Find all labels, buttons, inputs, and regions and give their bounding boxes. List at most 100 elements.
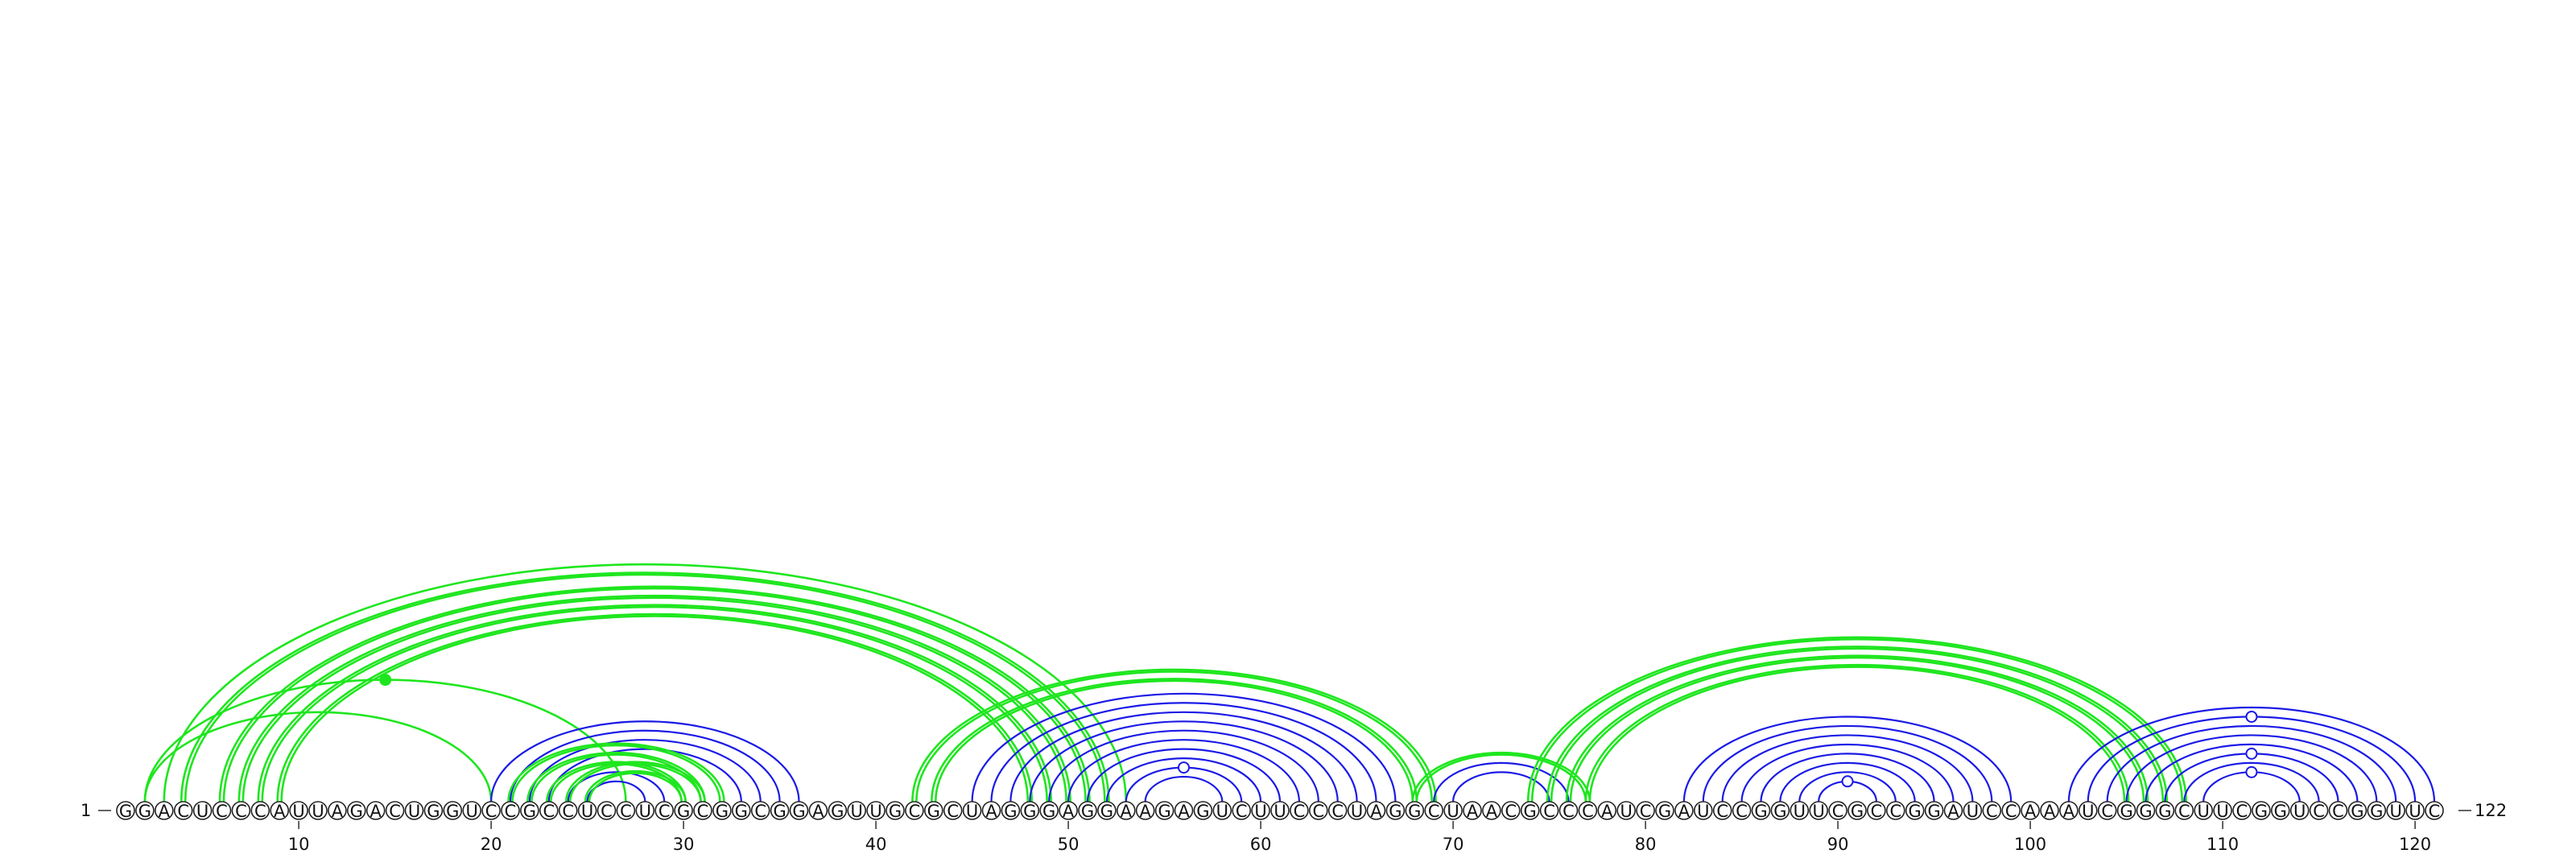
arc-4-52-outer <box>180 571 1110 803</box>
nucleotide-circle <box>866 801 886 820</box>
nucleotide-29: C <box>654 801 675 821</box>
nucleotide-letter: A <box>1121 802 1133 821</box>
arc-52-60 <box>1105 757 1262 803</box>
nucleotide-letter: C <box>254 802 266 821</box>
nucleotide-letter: A <box>370 802 382 821</box>
nucleotide-circle <box>1366 801 1386 820</box>
nucleotide-letter: U <box>1967 802 1979 821</box>
nucleotide-11: U <box>308 801 328 821</box>
nucleotide-circle <box>2174 801 2194 820</box>
nucleotide-circle <box>173 801 193 820</box>
nucleotide-circle <box>270 801 290 820</box>
arc-68-77-outer <box>1411 751 1591 803</box>
nucleotide-75: C <box>1539 801 1559 821</box>
nucleotide-70: U <box>1443 801 1463 821</box>
nucleotide-68: G <box>1405 801 1425 821</box>
start-label: 1 <box>80 801 91 820</box>
nucleotide-99: C <box>2001 801 2021 821</box>
tick-label-120: 120 <box>2399 835 2431 854</box>
nucleotide-112: G <box>2252 801 2271 821</box>
nucleotide-circle <box>1097 801 1117 820</box>
nucleotide-letter: A <box>2044 802 2056 821</box>
nucleotide-letter: U <box>1794 802 1806 821</box>
nucleotide-circle <box>231 801 251 820</box>
nucleotide-circle <box>2252 801 2271 820</box>
nucleotide-49: G <box>1039 801 1059 821</box>
nucleotide-letter: U <box>1274 802 1286 821</box>
nucleotide-circle <box>654 801 675 820</box>
nucleotide-letter: C <box>1986 802 1998 821</box>
nucleotide-letter: U <box>408 802 420 821</box>
arc-marker-109-114 <box>2245 765 2258 778</box>
nucleotide-102: A <box>2059 801 2079 821</box>
nucleotide-77: C <box>1578 801 1598 821</box>
arc-42-69-outer <box>911 668 1437 803</box>
nucleotide-letter: C <box>235 802 247 821</box>
nucleotide-letter: C <box>1716 802 1728 821</box>
nucleotide-letter: G <box>2139 802 2152 821</box>
nucleotide-14: A <box>365 801 386 821</box>
nucleotide-circle <box>2425 801 2444 820</box>
nucleotide-circle <box>2289 801 2310 820</box>
nucleotide-circle <box>1193 801 1213 820</box>
nucleotide-letter: C <box>1832 802 1844 821</box>
nucleotide-circle <box>2059 801 2079 820</box>
arc-marker-103-120 <box>2245 710 2258 723</box>
nucleotide-circle <box>1232 801 1251 820</box>
nucleotide-letter: C <box>909 802 921 821</box>
nucleotide-circle <box>1694 801 1713 820</box>
nucleotide-letter: G <box>1524 802 1537 821</box>
nucleotide-2: G <box>135 801 155 821</box>
nucleotide-89: U <box>1809 801 1828 821</box>
nucleotide-115: C <box>2309 801 2329 821</box>
nucleotide-circle <box>346 801 366 820</box>
arc-8-49-outer <box>257 604 1052 803</box>
arc-25-30-inner <box>588 772 683 803</box>
nucleotide-64: C <box>1327 801 1348 821</box>
arc-6-51-outer <box>218 585 1091 803</box>
marker-layer <box>379 674 2258 788</box>
nucleotide-letter: A <box>1947 802 1959 821</box>
nucleotide-letter: G <box>2120 802 2132 821</box>
nucleotide-117: G <box>2347 801 2368 821</box>
nucleotide-circle <box>1905 801 1925 820</box>
arc-76-106-outer <box>1565 654 2149 803</box>
nucleotide-53: A <box>1117 801 1136 821</box>
arc-42-69-inner <box>915 670 1433 803</box>
nucleotide-109: U <box>2194 801 2213 821</box>
nucleotide-1: G <box>116 801 135 821</box>
nucleotide-65: U <box>1347 801 1367 821</box>
nucleotide-letter: C <box>1582 802 1594 821</box>
nucleotide-118: G <box>2367 801 2387 821</box>
arc-43-68-inner <box>935 679 1414 803</box>
nucleotide-114: U <box>2289 801 2310 821</box>
nucleotide-circle <box>2001 801 2021 820</box>
nucleotide-circle <box>1135 801 1155 820</box>
nucleotide-letter: G <box>1158 802 1170 821</box>
nucleotide-59: C <box>1232 801 1251 821</box>
nucleotide-circle <box>693 801 712 820</box>
arc-77-105-inner <box>1588 666 2126 803</box>
nucleotide-circle <box>962 801 982 820</box>
nucleotide-circle <box>905 801 924 820</box>
nucleotide-letter: G <box>1023 802 1036 821</box>
nucleotide-letter: C <box>601 802 613 821</box>
nucleotide-circle <box>1616 801 1636 820</box>
nucleotide-letter: C <box>485 802 497 821</box>
nucleotide-letter: G <box>1408 802 1421 821</box>
nucleotide-circle <box>250 801 270 820</box>
nucleotide-84: C <box>1712 801 1732 821</box>
nucleotide-18: G <box>443 801 463 821</box>
nucleotide-111: C <box>2232 801 2252 821</box>
nucleotide-113: G <box>2271 801 2290 821</box>
nucleotide-30: G <box>674 801 693 821</box>
nucleotide-43: G <box>924 801 943 821</box>
nucleotide-circle <box>1655 801 1674 820</box>
nucleotide-circle <box>2405 801 2425 820</box>
nucleotide-circle <box>1385 801 1406 820</box>
nucleotide-circle <box>1886 801 1905 820</box>
nucleotide-98: C <box>1982 801 2002 821</box>
nucleotide-circle <box>1558 801 1579 820</box>
nucleotide-circle <box>1712 801 1732 820</box>
nucleotide-39: U <box>847 801 866 821</box>
